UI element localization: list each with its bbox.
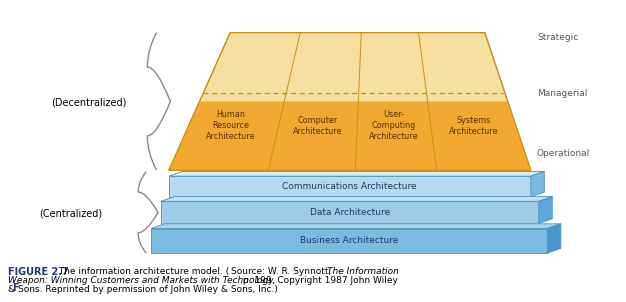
Polygon shape — [169, 101, 531, 170]
Text: (Decentralized): (Decentralized) — [51, 97, 127, 107]
Text: Systems
Architecture: Systems Architecture — [449, 116, 498, 136]
Polygon shape — [151, 229, 547, 253]
Text: (Centralized): (Centralized) — [39, 208, 102, 218]
Polygon shape — [169, 172, 544, 176]
Text: Operational: Operational — [537, 149, 590, 159]
Text: & Sons. Reprinted by permission of John Wiley & Sons, Inc.): & Sons. Reprinted by permission of John … — [8, 285, 278, 294]
Text: Computer
Architecture: Computer Architecture — [293, 116, 342, 136]
Text: Human
Resource
Architecture: Human Resource Architecture — [207, 110, 256, 141]
Polygon shape — [161, 201, 539, 223]
Text: Data Architecture: Data Architecture — [310, 208, 390, 217]
Polygon shape — [547, 224, 561, 253]
Text: Weapon: Winning Customers and Markets with Technology,: Weapon: Winning Customers and Markets wi… — [8, 276, 276, 285]
Polygon shape — [161, 197, 552, 201]
Text: Communications Architecture: Communications Architecture — [282, 182, 417, 191]
Text: The Information: The Information — [327, 267, 399, 276]
Text: Managerial: Managerial — [537, 89, 587, 98]
Polygon shape — [531, 172, 544, 197]
Polygon shape — [539, 197, 552, 223]
Text: User-
Computing
Architecture: User- Computing Architecture — [369, 110, 418, 141]
Polygon shape — [169, 176, 531, 197]
Text: F: F — [13, 283, 19, 293]
Polygon shape — [151, 224, 561, 229]
Text: The information architecture model. ( Source: W. R. Synnott,: The information architecture model. ( So… — [53, 267, 334, 276]
Polygon shape — [169, 33, 531, 170]
Text: Strategic: Strategic — [537, 33, 578, 42]
Text: Business Architecture: Business Architecture — [300, 236, 398, 245]
Text: FIGURE 2.7: FIGURE 2.7 — [8, 267, 69, 277]
Text: p. 199. Copyright 1987 John Wiley: p. 199. Copyright 1987 John Wiley — [240, 276, 398, 285]
